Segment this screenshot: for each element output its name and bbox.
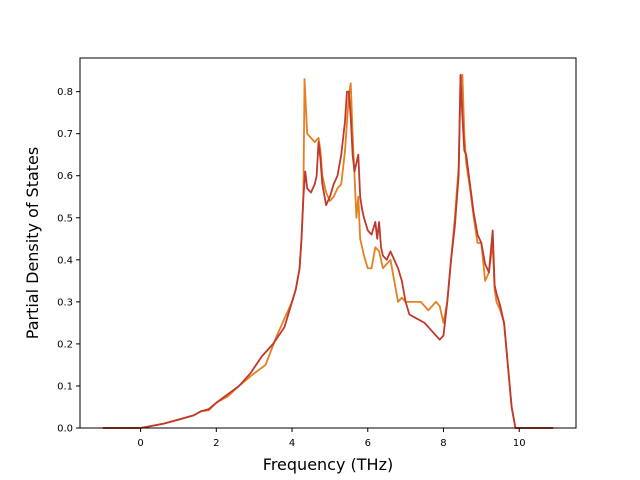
y-tick-label: 0.3 <box>57 297 73 308</box>
y-tick-label: 0.1 <box>57 381 73 392</box>
plot-background <box>80 58 576 428</box>
y-tick-label: 0.6 <box>57 171 73 182</box>
y-tick-label: 0.0 <box>57 424 73 435</box>
x-tick-label: 8 <box>440 438 446 449</box>
y-tick-label: 0.2 <box>57 339 73 350</box>
y-tick-label: 0.7 <box>57 129 73 140</box>
x-tick-label: 4 <box>289 438 295 449</box>
y-axis-ticks: 0.0 0.1 0.2 0.3 0.4 0.5 0.6 0.7 0.8 <box>57 87 80 435</box>
y-tick-label: 0.5 <box>57 213 73 224</box>
y-axis-label: Partial Density of States <box>23 147 42 339</box>
x-tick-label: 0 <box>137 438 143 449</box>
x-tick-label: 2 <box>213 438 219 449</box>
series-layer <box>102 73 554 429</box>
plot-frame <box>79 57 577 429</box>
x-tick-label: 10 <box>513 438 526 449</box>
series-line-2 <box>102 73 554 429</box>
x-axis-ticks: 0 2 4 6 8 10 <box>137 428 526 449</box>
x-tick-label: 6 <box>365 438 371 449</box>
x-axis-label: Frequency (THz) <box>263 455 393 474</box>
y-tick-label: 0.4 <box>57 255 73 266</box>
series-line-1 <box>102 73 554 429</box>
y-tick-label: 0.8 <box>57 87 73 98</box>
